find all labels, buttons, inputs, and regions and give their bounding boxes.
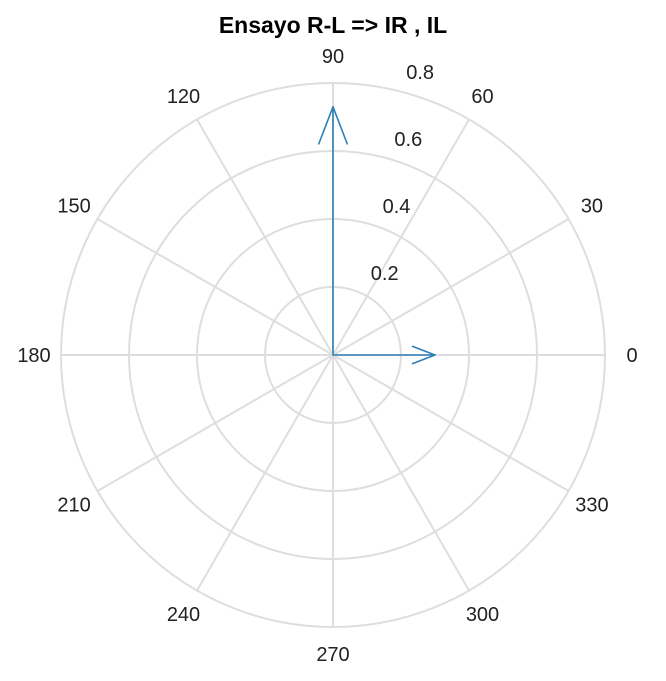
angle-tick-label-7: 210 [57, 495, 90, 517]
angular-grid-line-10 [332, 354, 470, 592]
angle-tick-label-2: 60 [471, 86, 493, 108]
phasor-head-1 [317, 106, 349, 145]
angle-tick-label-10: 300 [466, 604, 499, 626]
angular-grid-line-11 [332, 354, 570, 492]
angular-grid-line-7 [96, 354, 334, 492]
angular-grid-line-8 [196, 354, 334, 592]
angular-grid-line-2 [332, 118, 470, 356]
angular-grid-line-5 [96, 218, 334, 356]
angle-tick-label-6: 180 [17, 345, 50, 367]
angle-tick-label-0: 0 [626, 345, 637, 367]
angle-tick-label-5: 150 [57, 196, 90, 218]
angular-grid-line-4 [196, 118, 334, 356]
angle-tick-label-8: 240 [167, 604, 200, 626]
phasor-series [317, 106, 436, 365]
radial-tick-label-0: 0.2 [371, 263, 399, 285]
angle-tick-label-4: 120 [167, 86, 200, 108]
angle-tick-label-9: 270 [316, 644, 349, 666]
angle-tick-label-3: 90 [322, 46, 344, 68]
angular-grid-line-1 [332, 218, 570, 356]
radial-tick-labels: 0.2 0.4 0.6 0.8 [371, 62, 434, 285]
angle-tick-labels: 0 30 60 90 120 150 180 210 240 270 300 330 [17, 46, 637, 666]
angle-tick-label-11: 330 [575, 495, 608, 517]
phasor-arrow-0 [332, 345, 436, 365]
chart-title: Ensayo R-L => IR , IL [219, 12, 447, 38]
radial-tick-label-3: 0.8 [406, 62, 434, 84]
radial-tick-label-1: 0.4 [383, 196, 411, 218]
angle-tick-label-1: 30 [581, 196, 603, 218]
radial-tick-label-2: 0.6 [394, 129, 422, 151]
phasor-head-0 [411, 345, 436, 365]
phasor-arrow-1 [317, 106, 349, 356]
